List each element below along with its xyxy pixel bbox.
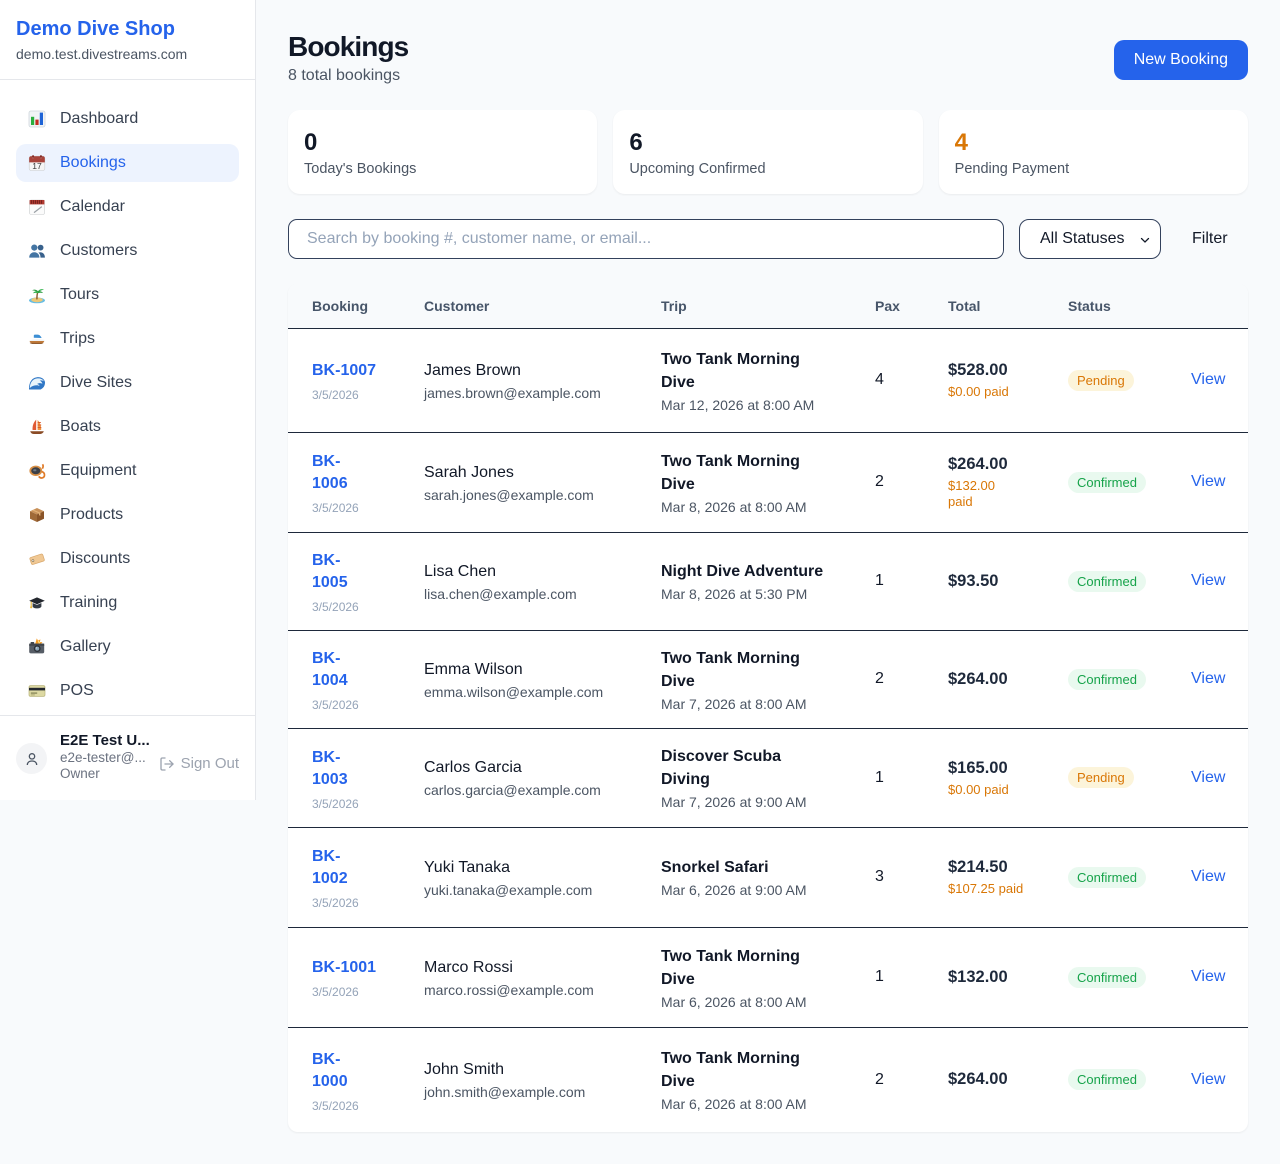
svg-text:17: 17 [32, 161, 42, 171]
